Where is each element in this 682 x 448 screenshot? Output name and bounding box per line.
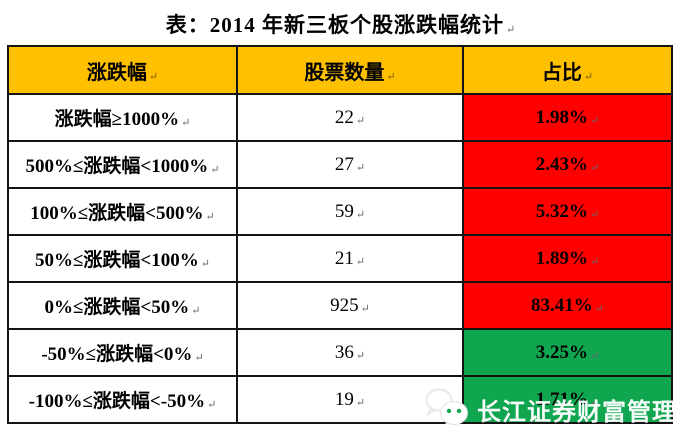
eol-mark: ↵	[590, 255, 600, 268]
count-value: 59	[334, 200, 354, 222]
header-cell-pct: 占比 ↵	[462, 45, 673, 95]
eol-mark: ↵	[590, 208, 600, 221]
table-row: 涨跌幅≥1000% ↵ 22 ↵ 1.98% ↵	[7, 93, 673, 142]
range-cell: 0%≤涨跌幅<50% ↵	[7, 281, 238, 330]
count-value: 36	[334, 341, 354, 363]
eol-mark: ↵	[148, 70, 159, 83]
table-row: 500%≤涨跌幅<1000% ↵ 27 ↵ 2.43% ↵	[7, 140, 673, 189]
header-label: 占比	[541, 61, 582, 84]
pct-value: 1.71%	[535, 388, 589, 410]
eol-mark: ↵	[200, 258, 210, 270]
range-value: -100%≤涨跌幅<-50%	[28, 391, 206, 412]
count-value: 27	[334, 153, 354, 175]
count-cell: 21 ↵	[236, 234, 464, 283]
count-cell: 22 ↵	[236, 93, 464, 142]
eol-mark: ↵	[506, 24, 517, 36]
eol-mark: ↵	[355, 161, 366, 174]
eol-mark: ↵	[360, 302, 370, 315]
header-row: 涨跌幅 ↵ 股票数量 ↵ 占比 ↵	[7, 45, 673, 95]
range-cell: 涨跌幅≥1000% ↵	[7, 93, 238, 142]
pct-value: 1.89%	[535, 247, 589, 269]
eol-mark: ↵	[355, 349, 366, 362]
pct-value: 83.41%	[531, 294, 593, 316]
pct-cell: 1.71% ↵	[462, 375, 673, 424]
table-row: 100%≤涨跌幅<500% ↵ 59 ↵ 5.32% ↵	[7, 187, 673, 236]
eol-mark: ↵	[194, 352, 204, 364]
pct-cell: 83.41% ↵	[462, 281, 673, 330]
header-cell-count: 股票数量 ↵	[236, 45, 464, 95]
range-cell: 100%≤涨跌幅<500% ↵	[7, 187, 238, 236]
eol-mark: ↵	[207, 399, 217, 411]
eol-mark: ↵	[355, 396, 366, 409]
table-row: -50%≤涨跌幅<0% ↵ 36 ↵ 3.25% ↵	[7, 328, 673, 377]
pct-cell: 1.89% ↵	[462, 234, 673, 283]
range-cell: 50%≤涨跌幅<100% ↵	[7, 234, 238, 283]
eol-mark: ↵	[205, 211, 215, 223]
range-value: 涨跌幅≥1000%	[54, 109, 180, 130]
table-row: 0%≤涨跌幅<50% ↵ 925 ↵ 83.41% ↵	[7, 281, 673, 330]
count-cell: 27 ↵	[236, 140, 464, 189]
range-value: 0%≤涨跌幅<50%	[44, 297, 190, 318]
range-cell: 500%≤涨跌幅<1000% ↵	[7, 140, 238, 189]
page-title: 表：2014 年新三板个股涨跌幅统计 ↵	[0, 9, 682, 39]
range-value: 50%≤涨跌幅<100%	[35, 250, 199, 271]
eol-mark: ↵	[210, 164, 220, 176]
eol-mark: ↵	[191, 305, 201, 317]
count-cell: 19 ↵	[236, 375, 464, 424]
pct-cell: 3.25% ↵	[462, 328, 673, 377]
range-cell: -50%≤涨跌幅<0% ↵	[7, 328, 238, 377]
range-cell: -100%≤涨跌幅<-50% ↵	[7, 375, 238, 424]
pct-cell: 1.98% ↵	[462, 93, 673, 142]
header-label: 涨跌幅	[86, 61, 147, 84]
count-cell: 36 ↵	[236, 328, 464, 377]
eol-mark: ↵	[594, 302, 604, 315]
eol-mark: ↵	[386, 70, 396, 83]
range-value: 500%≤涨跌幅<1000%	[25, 156, 209, 177]
stats-table: 涨跌幅 ↵ 股票数量 ↵ 占比 ↵ 涨跌幅≥1000% ↵ 22 ↵ 1.98% ↵ 500…	[7, 45, 673, 424]
eol-mark: ↵	[583, 70, 594, 83]
pct-value: 2.43%	[535, 153, 589, 175]
range-value: 100%≤涨跌幅<500%	[30, 203, 204, 224]
eol-mark: ↵	[590, 161, 600, 174]
eol-mark: ↵	[355, 114, 366, 127]
eol-mark: ↵	[181, 117, 191, 129]
count-value: 22	[334, 106, 354, 128]
page-title-text: 表：2014 年新三板个股涨跌幅统计	[165, 13, 505, 37]
eol-mark: ↵	[355, 208, 366, 221]
pct-value: 5.32%	[535, 200, 589, 222]
count-value: 21	[334, 247, 354, 269]
eol-mark: ↵	[590, 114, 600, 127]
header-cell-range: 涨跌幅 ↵	[7, 45, 238, 95]
eol-mark: ↵	[590, 396, 600, 409]
count-cell: 59 ↵	[236, 187, 464, 236]
header-label: 股票数量	[304, 61, 385, 84]
pct-cell: 5.32% ↵	[462, 187, 673, 236]
pct-value: 1.98%	[535, 106, 589, 128]
table-row: 50%≤涨跌幅<100% ↵ 21 ↵ 1.89% ↵	[7, 234, 673, 283]
pct-value: 3.25%	[535, 341, 589, 363]
eol-mark: ↵	[355, 255, 366, 268]
count-value: 19	[334, 388, 354, 410]
pct-cell: 2.43% ↵	[462, 140, 673, 189]
eol-mark: ↵	[590, 349, 600, 362]
count-value: 925	[330, 294, 359, 316]
count-cell: 925 ↵	[236, 281, 464, 330]
table-row: -100%≤涨跌幅<-50% ↵ 19 ↵ 1.71% ↵	[7, 375, 673, 424]
range-value: -50%≤涨跌幅<0%	[41, 344, 193, 365]
